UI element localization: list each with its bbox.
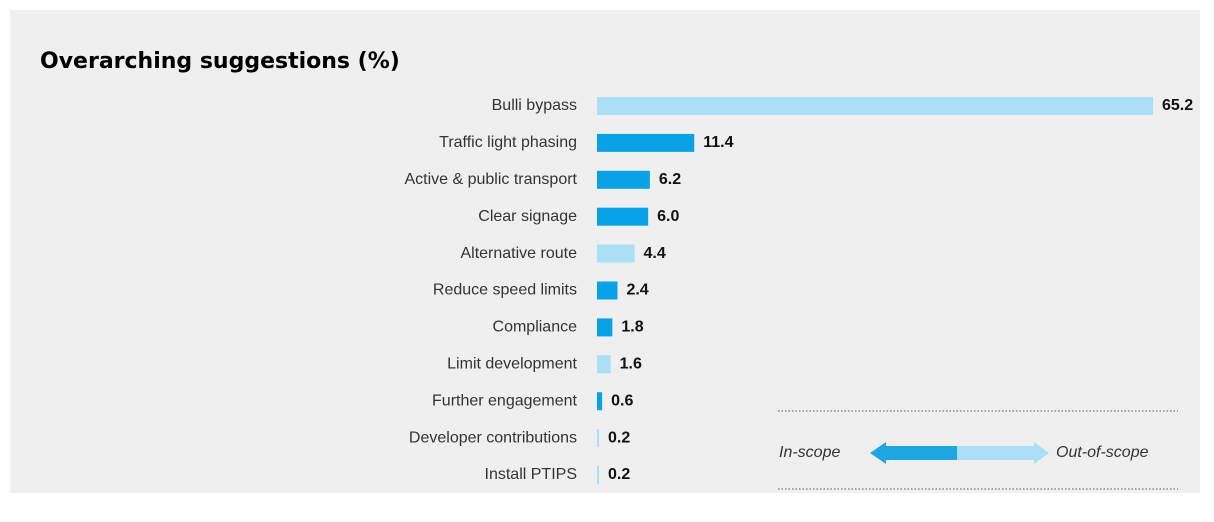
legend-arrow-out xyxy=(957,442,1049,464)
bar xyxy=(597,133,695,152)
bar xyxy=(597,207,649,226)
bar xyxy=(597,170,650,189)
value-label: 0.2 xyxy=(608,466,630,483)
category-label: Traffic light phasing xyxy=(439,134,577,151)
legend-arrow-in xyxy=(870,442,957,464)
bar xyxy=(597,392,603,411)
bar xyxy=(597,318,613,337)
legend-label: Out-of-scope xyxy=(1056,444,1149,461)
category-label: Alternative route xyxy=(460,245,577,262)
bar xyxy=(597,429,599,448)
category-label: Reduce speed limits xyxy=(433,282,577,299)
bar xyxy=(597,466,599,484)
bar xyxy=(597,97,1153,115)
value-label: 1.8 xyxy=(621,319,643,336)
category-label: Developer contributions xyxy=(409,429,577,446)
bar xyxy=(597,281,618,300)
category-label: Limit development xyxy=(447,356,577,373)
chart-title: Overarching suggestions (%) xyxy=(40,49,400,74)
legend-label: In-scope xyxy=(779,444,840,461)
category-label: Further engagement xyxy=(432,392,578,409)
value-label: 0.6 xyxy=(611,392,633,409)
category-label: Install PTIPS xyxy=(485,466,577,483)
value-label: 6.0 xyxy=(657,208,679,225)
category-label: Clear signage xyxy=(478,208,577,225)
value-label: 4.4 xyxy=(644,245,666,262)
value-label: 1.6 xyxy=(620,356,642,373)
value-label: 6.2 xyxy=(659,171,681,188)
value-label: 0.2 xyxy=(608,429,630,446)
value-label: 11.4 xyxy=(703,134,733,151)
category-label: Bulli bypass xyxy=(492,97,577,114)
category-label: Compliance xyxy=(493,319,578,336)
bar xyxy=(597,244,635,263)
value-label: 2.4 xyxy=(626,282,648,299)
category-label: Active & public transport xyxy=(404,171,577,188)
bar xyxy=(597,355,611,374)
value-label: 65.2 xyxy=(1162,97,1193,114)
